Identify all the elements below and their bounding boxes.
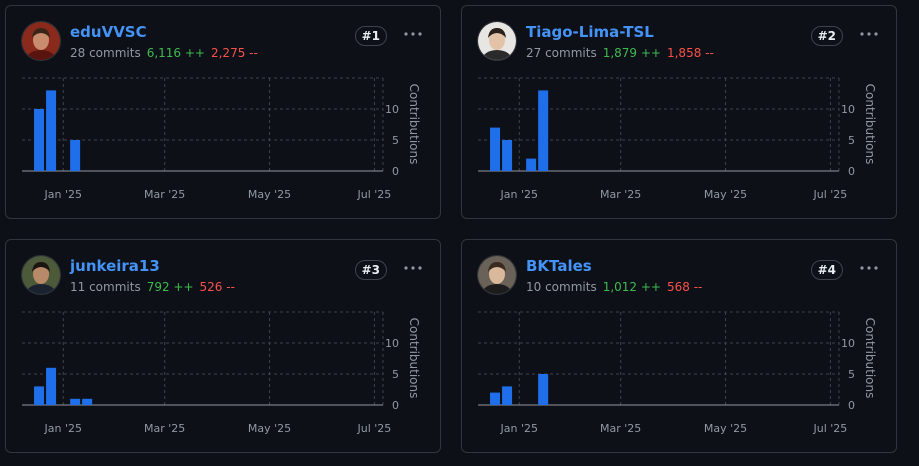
x-tick-label: Mar '25 [144,188,185,201]
x-tick-label: May '25 [704,188,747,201]
commit-count[interactable]: 28 commits [70,46,141,60]
kebab-horizontal-icon[interactable] [400,23,426,45]
commit-stats: 10 commits 1,012 ++ 568 -- [526,280,702,294]
contributor-card: junkeira13 11 commits 792 ++ 526 -- #3 Jan '2… [5,239,441,453]
additions-count: 6,116 ++ [146,46,205,60]
x-tick-label: Jul '25 [813,188,848,201]
commit-count[interactable]: 11 commits [70,280,141,294]
y-tick-label: 10 [385,337,399,350]
commit-count[interactable]: 27 commits [526,46,597,60]
rank-badge: #2 [810,26,843,46]
y-axis-label: Contributions [863,84,877,165]
y-tick-label: 10 [385,103,399,116]
contribution-bar[interactable] [490,392,501,405]
x-tick-label: Jan '25 [44,422,82,435]
deletions-count: 568 -- [666,280,703,294]
additions-count: 792 ++ [146,280,194,294]
contribution-bar[interactable] [490,127,501,171]
kebab-horizontal-icon[interactable] [856,23,882,45]
y-tick-label: 5 [848,134,855,147]
y-axis-label: Contributions [407,84,421,165]
contributor-card: Tiago-Lima-TSL 27 commits 1,879 ++ 1,858 --… [461,5,897,219]
contribution-bar[interactable] [502,386,513,405]
username-link[interactable]: junkeira13 [70,257,160,275]
x-tick-label: Mar '25 [144,422,185,435]
x-tick-label: Jul '25 [357,188,392,201]
kebab-horizontal-icon[interactable] [856,257,882,279]
deletions-count: 1,858 -- [666,46,714,60]
y-tick-label: 0 [392,165,399,178]
y-tick-label: 5 [848,368,855,381]
x-tick-label: Jul '25 [357,422,392,435]
y-tick-label: 0 [392,399,399,412]
commit-stats: 27 commits 1,879 ++ 1,858 -- [526,46,714,60]
y-tick-label: 10 [841,103,855,116]
x-tick-label: Jan '25 [44,188,82,201]
contribution-bar[interactable] [70,140,81,171]
x-tick-label: Jan '25 [500,188,538,201]
rank-badge: #4 [810,260,843,280]
contribution-bar[interactable] [70,398,81,405]
contribution-bar[interactable] [34,109,45,171]
additions-count: 1,012 ++ [602,280,661,294]
commit-stats: 11 commits 792 ++ 526 -- [70,280,235,294]
commit-count[interactable]: 10 commits [526,280,597,294]
y-tick-label: 0 [848,399,855,412]
x-tick-label: Jul '25 [813,422,848,435]
contributions-chart: Jan '25 Mar '25 May '25 Jul '250 5 10 Contribu… [478,311,877,435]
kebab-horizontal-icon[interactable] [400,257,426,279]
avatar[interactable] [21,255,61,295]
rank-badge: #1 [354,26,387,46]
y-tick-label: 5 [392,368,399,381]
contributor-card: eduVVSC 28 commits 6,116 ++ 2,275 -- #1 Jan '… [5,5,441,219]
x-tick-label: May '25 [704,422,747,435]
contributions-chart: Jan '25 Mar '25 May '25 Jul '250 5 10 Contribu… [22,311,421,435]
contribution-bar[interactable] [34,386,45,405]
contribution-bar[interactable] [538,90,549,171]
additions-count: 1,879 ++ [602,46,661,60]
deletions-count: 2,275 -- [210,46,258,60]
x-tick-label: Mar '25 [600,188,641,201]
contribution-bar[interactable] [82,398,93,405]
y-axis-label: Contributions [863,318,877,399]
x-tick-label: Mar '25 [600,422,641,435]
y-tick-label: 5 [392,134,399,147]
contribution-bar[interactable] [46,367,57,405]
contributions-chart: Jan '25 Mar '25 May '25 Jul '250 5 10 Contribu… [22,77,421,201]
x-tick-label: May '25 [248,422,291,435]
rank-badge: #3 [354,260,387,280]
contributor-card: BKTales 10 commits 1,012 ++ 568 -- #4 Jan '25… [461,239,897,453]
contributions-chart: Jan '25 Mar '25 May '25 Jul '250 5 10 Contribu… [478,77,877,201]
contribution-bar[interactable] [46,90,57,171]
username-link[interactable]: Tiago-Lima-TSL [526,23,654,41]
y-tick-label: 10 [841,337,855,350]
username-link[interactable]: eduVVSC [70,23,147,41]
username-link[interactable]: BKTales [526,257,592,275]
contribution-bar[interactable] [526,158,537,171]
commit-stats: 28 commits 6,116 ++ 2,275 -- [70,46,258,60]
y-tick-label: 0 [848,165,855,178]
x-tick-label: Jan '25 [500,422,538,435]
contribution-bar[interactable] [502,140,513,171]
avatar[interactable] [477,21,517,61]
avatar[interactable] [477,255,517,295]
deletions-count: 526 -- [199,280,235,294]
contribution-bar[interactable] [538,374,549,405]
x-tick-label: May '25 [248,188,291,201]
y-axis-label: Contributions [407,318,421,399]
avatar[interactable] [21,21,61,61]
